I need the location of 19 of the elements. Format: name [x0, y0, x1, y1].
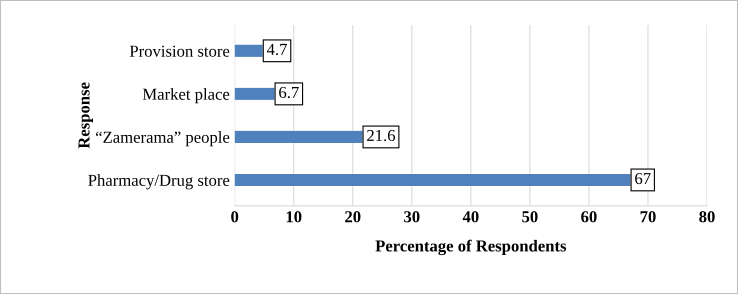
y-tick-label: Provision store [130, 46, 230, 57]
x-tick-label: 0 [231, 211, 238, 222]
data-label: 6.7 [279, 86, 299, 98]
data-label: 21.6 [367, 130, 396, 142]
y-tick-label: Pharmacy/Drug store [88, 174, 230, 190]
x-tick-label: 40 [462, 211, 479, 222]
y-tick-label: Market place [142, 88, 230, 104]
x-tick-label: 70 [640, 211, 656, 222]
x-tick-label: 80 [699, 211, 715, 222]
x-axis-title: Percentage of Respondents [375, 240, 566, 256]
data-label: 4.7 [266, 44, 287, 56]
x-tick-label: 10 [286, 211, 302, 222]
x-tick-label: 20 [345, 211, 360, 222]
x-tick-label: 50 [522, 211, 538, 222]
y-axis-title: Response [78, 82, 93, 148]
data-label: 67 [635, 172, 651, 184]
x-tick-label: 60 [581, 211, 597, 222]
y-tick-label: “Zamerama” people [96, 131, 230, 146]
x-tick-label: 30 [404, 211, 420, 222]
